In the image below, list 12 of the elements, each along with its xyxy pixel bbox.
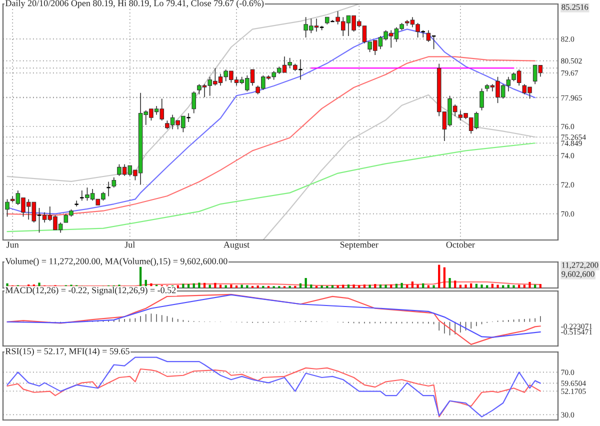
chart-title: MACD(12,26) = -0.22, Signal(12,26,9) = -0.52	[5, 286, 176, 296]
chart-title: Volume() = 11,272,200.00, MA(Volume(),15) = 9,602,600.00	[5, 258, 228, 266]
text: 9,602,600	[562, 271, 594, 278]
x-tick-label: September	[340, 241, 378, 250]
x-tick-label: Jun	[6, 242, 19, 248]
x-tick-label: October	[446, 241, 475, 248]
chart-title: Daily 20/10/2006 Open 80.19, Hi 80.19, Lo 79.41, Close 79.67 (-0.6%)	[5, 0, 264, 8]
x-tick-label: August	[224, 242, 250, 250]
text: 11,272,200	[562, 262, 598, 270]
x-tick-label: Jul	[124, 241, 135, 248]
chart-title: RSI(15) = 52.17, MFI(14) = 59.65	[5, 348, 130, 356]
text: 85.2516	[562, 4, 588, 10]
